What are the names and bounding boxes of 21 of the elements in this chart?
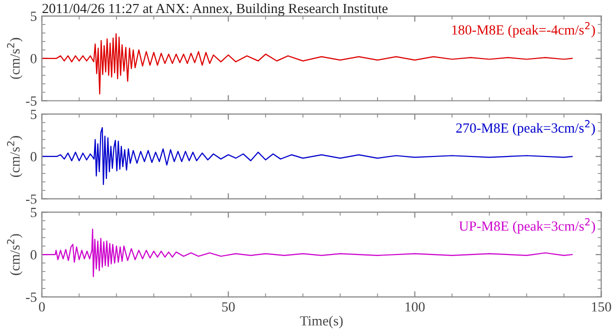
chart-title: 2011/04/26 11:27 at ANX: Annex, Building Research Institute (42, 3, 388, 16)
x-tick-label: 100 (406, 302, 425, 312)
series-label: UP-M8E (peak=3cm/s$^{2}$) (459, 218, 596, 234)
y-tick-label: 5 (30, 110, 36, 120)
y-tick-label: 0 (30, 152, 36, 162)
series-label: 270-M8E (peak=3cm/s$^{2}$) (456, 120, 595, 136)
y-tick-label: 0 (30, 250, 36, 260)
y-tick-label: 5 (30, 12, 36, 21)
x-tick-label: 150 (592, 302, 612, 312)
x-tick-label: 50 (222, 302, 235, 312)
y-axis-title: (cm/s$^{2}$) (6, 234, 22, 276)
y-axis-title: (cm/s$^{2}$) (6, 38, 22, 79)
x-tick-label: 0 (38, 302, 45, 312)
y-axis-title: (cm/s$^{2}$) (6, 136, 22, 177)
y-tick-label: 5 (30, 208, 36, 218)
x-axis-title: Time(s) (300, 316, 343, 328)
y-tick-label: -5 (26, 292, 36, 302)
y-tick-label: -5 (26, 194, 36, 204)
y-tick-label: 0 (30, 54, 36, 64)
series-label: 180-M8E (peak=-4cm/s$^{2}$) (452, 22, 595, 38)
y-tick-label: -5 (26, 96, 36, 106)
